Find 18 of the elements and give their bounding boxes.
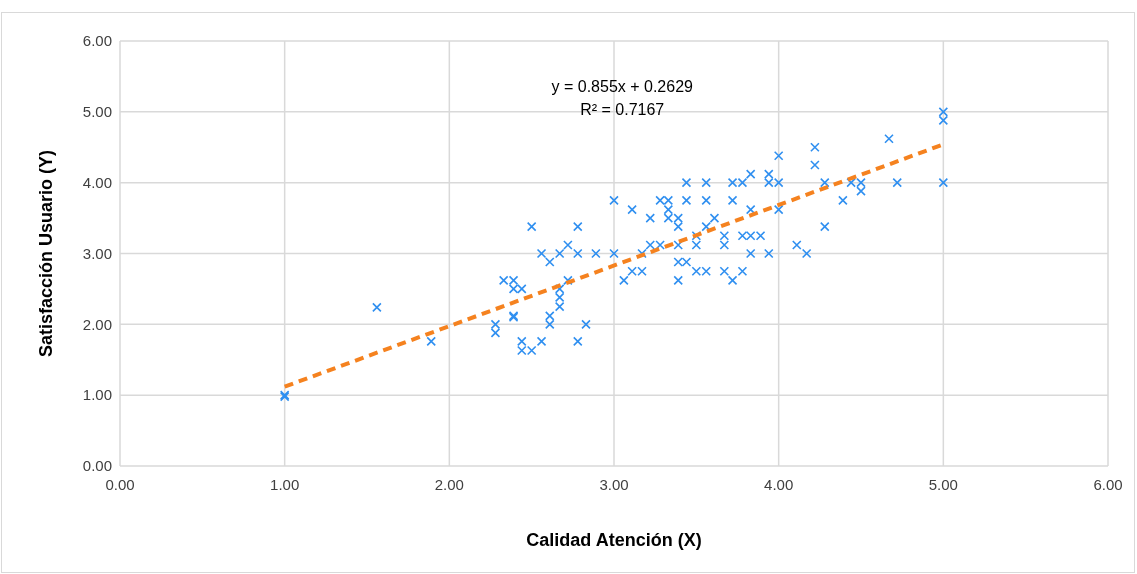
x-tick-label: 6.00 (1093, 476, 1123, 493)
x-axis-title: Calidad Atención (X) (526, 530, 702, 550)
x-tick-label: 1.00 (270, 476, 300, 493)
x-tick-label: 0.00 (105, 476, 135, 493)
y-tick-label: 3.00 (82, 244, 112, 262)
y-tick-label: 2.00 (82, 315, 112, 333)
y-tick-label: 0.00 (82, 457, 112, 475)
y-tick-label: 4.00 (82, 173, 112, 191)
x-tick-label: 3.00 (599, 476, 629, 493)
annotation: y = 0.855x + 0.2629 (551, 78, 694, 95)
y-tick-label: 1.00 (82, 386, 112, 404)
x-tick-label: 5.00 (928, 476, 958, 493)
y-axis-title: Satisfacción Usuario (Y) (36, 149, 56, 358)
y-tick-label: 6.00 (82, 32, 112, 50)
y-tick-label: 5.00 (82, 103, 112, 121)
x-tick-label: 4.00 (764, 476, 794, 493)
annotation: R² = 0.7167 (580, 101, 665, 118)
x-tick-label: 2.00 (434, 476, 464, 493)
